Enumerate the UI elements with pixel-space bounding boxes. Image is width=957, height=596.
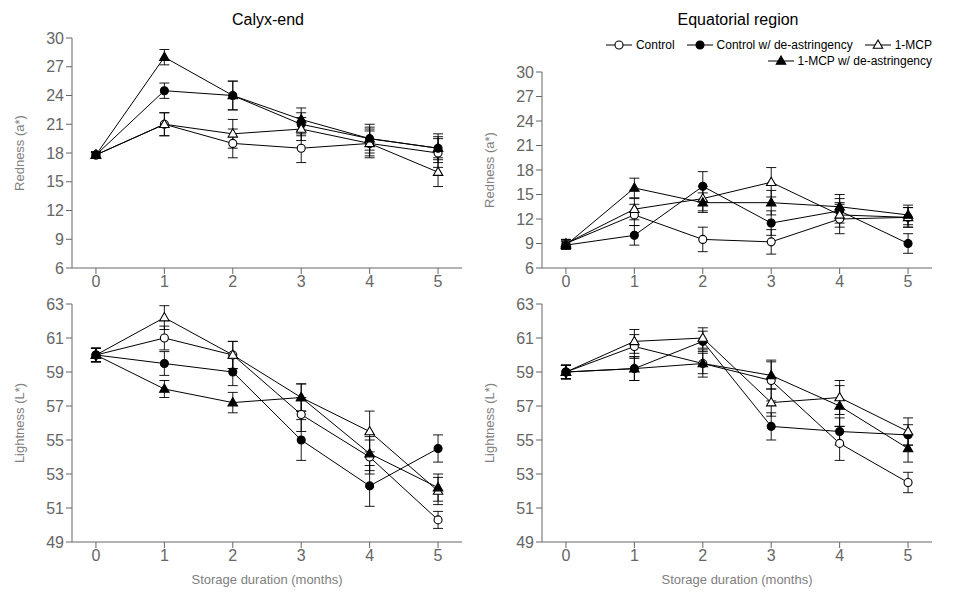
svg-text:57: 57 [516, 398, 534, 415]
svg-text:Storage duration (months): Storage duration (months) [191, 572, 342, 587]
svg-text:3: 3 [297, 273, 306, 290]
svg-text:3: 3 [767, 273, 776, 290]
svg-text:21: 21 [46, 116, 64, 133]
svg-text:Storage duration (months): Storage duration (months) [661, 572, 812, 587]
svg-text:3: 3 [297, 547, 306, 564]
svg-text:2: 2 [228, 547, 237, 564]
svg-text:0: 0 [561, 547, 570, 564]
svg-text:0: 0 [561, 273, 570, 290]
svg-text:18: 18 [516, 162, 534, 179]
svg-text:0: 0 [91, 547, 100, 564]
html-text:Control w/ de-astringency: Control w/ de-astringency [716, 38, 853, 52]
svg-text:2: 2 [698, 547, 707, 564]
svg-text:30: 30 [516, 64, 534, 81]
svg-text:0: 0 [91, 273, 100, 290]
svg-text:5: 5 [434, 273, 443, 290]
svg-text:5: 5 [434, 547, 443, 564]
html-text:1-MCP w/ de-astringency: 1-MCP w/ de-astringency [797, 54, 932, 68]
svg-text:59: 59 [46, 364, 64, 381]
html-text:Equatorial region: Equatorial region [677, 11, 799, 28]
svg-text:Lightness (L*): Lightness (L*) [482, 383, 497, 463]
svg-text:59: 59 [516, 364, 534, 381]
svg-text:53: 53 [516, 466, 534, 483]
svg-text:3: 3 [767, 547, 776, 564]
svg-text:49: 49 [46, 534, 64, 551]
svg-text:15: 15 [516, 186, 534, 203]
svg-text:24: 24 [46, 87, 64, 104]
svg-text:21: 21 [516, 137, 534, 154]
svg-text:2: 2 [698, 273, 707, 290]
svg-text:1: 1 [160, 547, 169, 564]
svg-text:61: 61 [46, 330, 64, 347]
svg-text:27: 27 [46, 58, 64, 75]
svg-text:63: 63 [46, 298, 64, 313]
svg-text:1: 1 [630, 547, 639, 564]
svg-text:61: 61 [516, 330, 534, 347]
html-text:Control: Control [635, 38, 675, 52]
svg-text:1: 1 [160, 273, 169, 290]
svg-text:51: 51 [516, 500, 534, 517]
svg-text:1: 1 [630, 273, 639, 290]
svg-text:15: 15 [46, 173, 64, 190]
svg-text:63: 63 [516, 298, 534, 313]
svg-text:2: 2 [228, 273, 237, 290]
svg-text:24: 24 [516, 113, 534, 130]
svg-text:55: 55 [516, 432, 534, 449]
svg-text:Redness (a*): Redness (a*) [482, 132, 497, 208]
svg-text:9: 9 [55, 231, 64, 248]
svg-text:4: 4 [835, 273, 844, 290]
svg-text:6: 6 [55, 260, 64, 277]
svg-text:4: 4 [365, 273, 374, 290]
svg-text:30: 30 [46, 32, 64, 47]
svg-text:12: 12 [516, 211, 534, 228]
svg-text:51: 51 [46, 500, 64, 517]
svg-text:4: 4 [365, 547, 374, 564]
svg-text:6: 6 [525, 260, 534, 277]
svg-text:4: 4 [835, 547, 844, 564]
svg-text:12: 12 [46, 202, 64, 219]
svg-text:5: 5 [904, 547, 913, 564]
svg-text:18: 18 [46, 145, 64, 162]
svg-text:9: 9 [525, 235, 534, 252]
svg-text:Redness (a*): Redness (a*) [12, 115, 27, 191]
svg-text:53: 53 [46, 466, 64, 483]
svg-text:27: 27 [516, 88, 534, 105]
svg-text:57: 57 [46, 398, 64, 415]
svg-text:5: 5 [904, 273, 913, 290]
html-text:1-MCP: 1-MCP [894, 38, 932, 52]
html-text:Calyx-end: Calyx-end [232, 11, 304, 28]
svg-text:Lightness (L*): Lightness (L*) [12, 383, 27, 463]
svg-text:49: 49 [516, 534, 534, 551]
svg-text:55: 55 [46, 432, 64, 449]
